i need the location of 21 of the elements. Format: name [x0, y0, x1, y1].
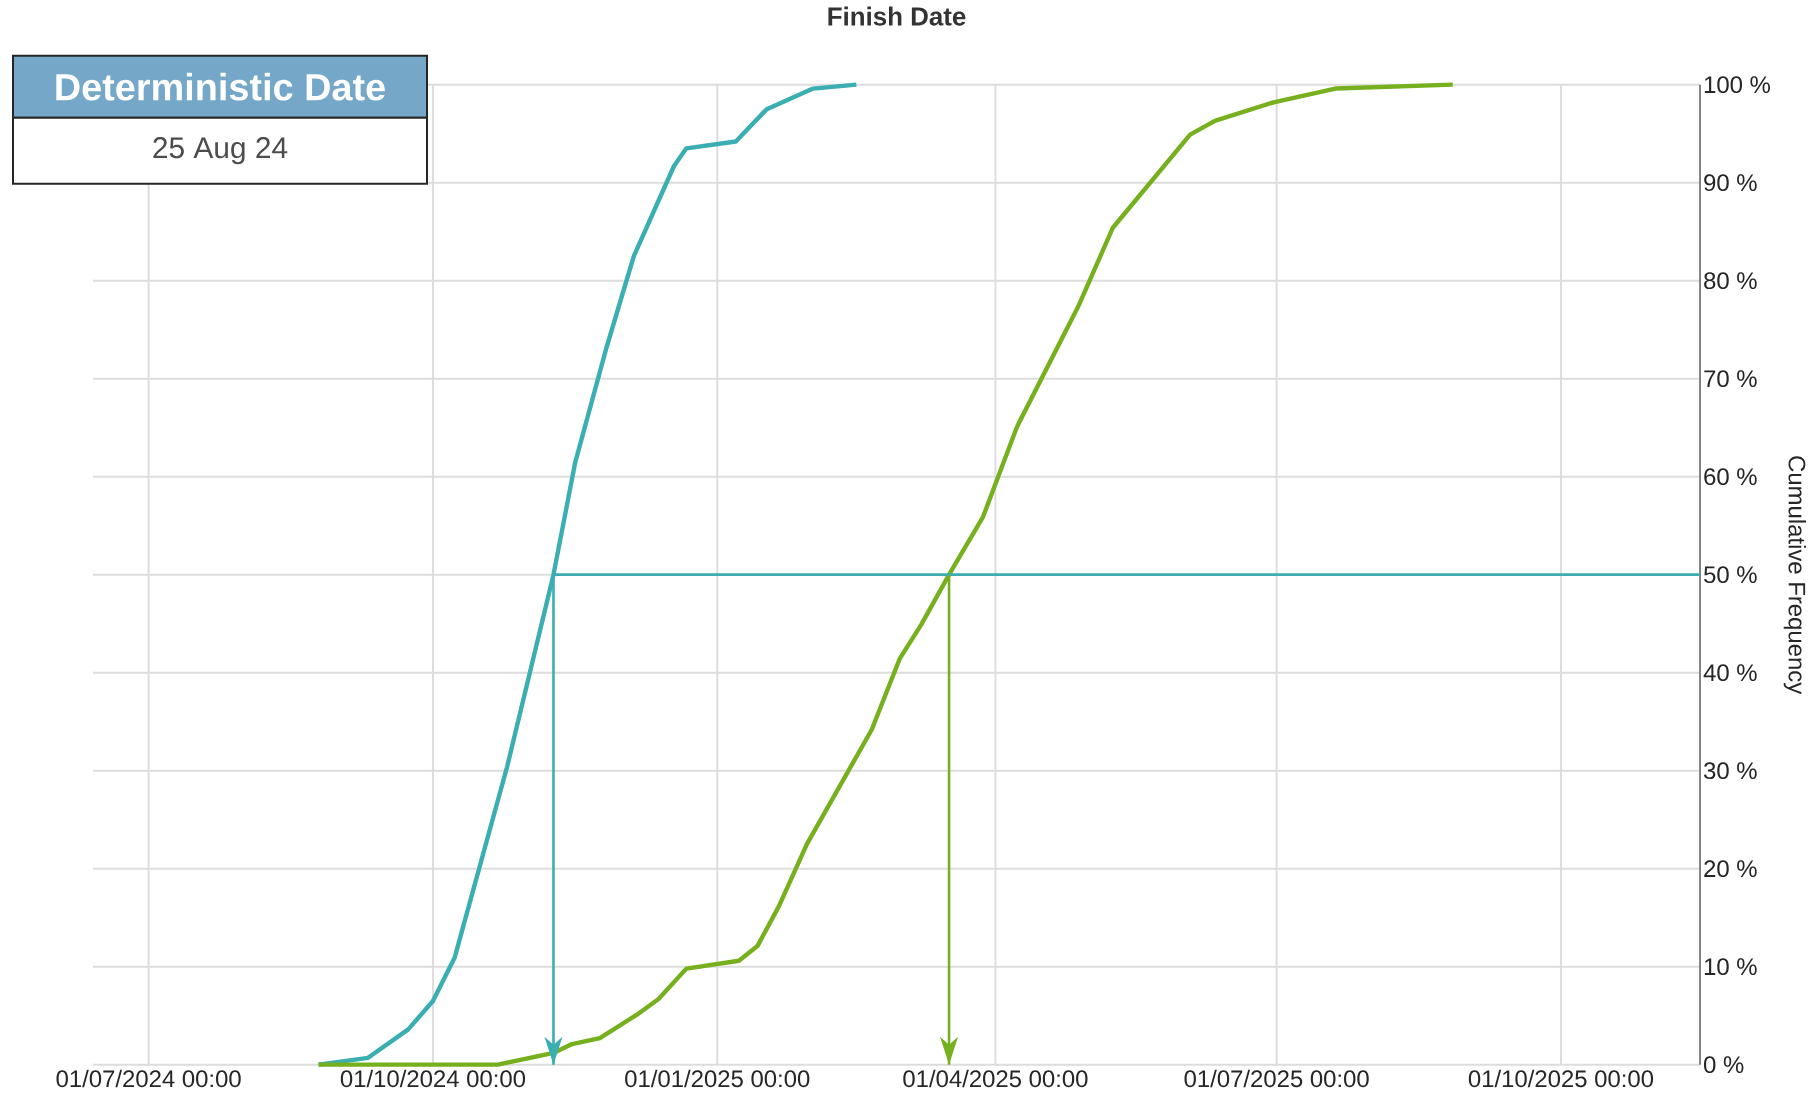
x-tick-label: 01/10/2025 00:00: [1468, 1069, 1654, 1088]
y-tick-label: 70 %: [1704, 370, 1757, 388]
annotation: Deterministic Date: [56, 72, 385, 101]
y-axis-title: Cumulative Frequency: [1783, 456, 1806, 695]
y-tick-label: 30 %: [1703, 762, 1757, 780]
y-tick-label: 50 %: [1704, 566, 1757, 584]
y-tick-label: 80 %: [1704, 272, 1757, 290]
y-tick-label: 10 %: [1704, 958, 1757, 976]
y-tick-label: 60 %: [1704, 468, 1757, 486]
y-tick-label: 90 %: [1704, 174, 1757, 192]
x-tick-label: 01/07/2025 00:00: [1184, 1069, 1369, 1088]
x-tick-label: 01/01/2025 00:00: [625, 1069, 810, 1088]
y-tick-label: 40 %: [1703, 664, 1757, 682]
x-tick-label: 01/04/2025 00:00: [903, 1069, 1088, 1088]
annotation: 25 Aug 24: [153, 137, 288, 165]
chart-title: Finish Date: [828, 6, 966, 26]
x-tick-label: 01/07/2024 00:00: [56, 1069, 241, 1088]
y-tick-label: 100 %: [1704, 76, 1770, 94]
y-tick-label: 0 %: [1704, 1056, 1744, 1074]
y-tick-label: 20 %: [1704, 860, 1757, 878]
x-tick-label: 01/10/2024 00:00: [340, 1069, 526, 1088]
